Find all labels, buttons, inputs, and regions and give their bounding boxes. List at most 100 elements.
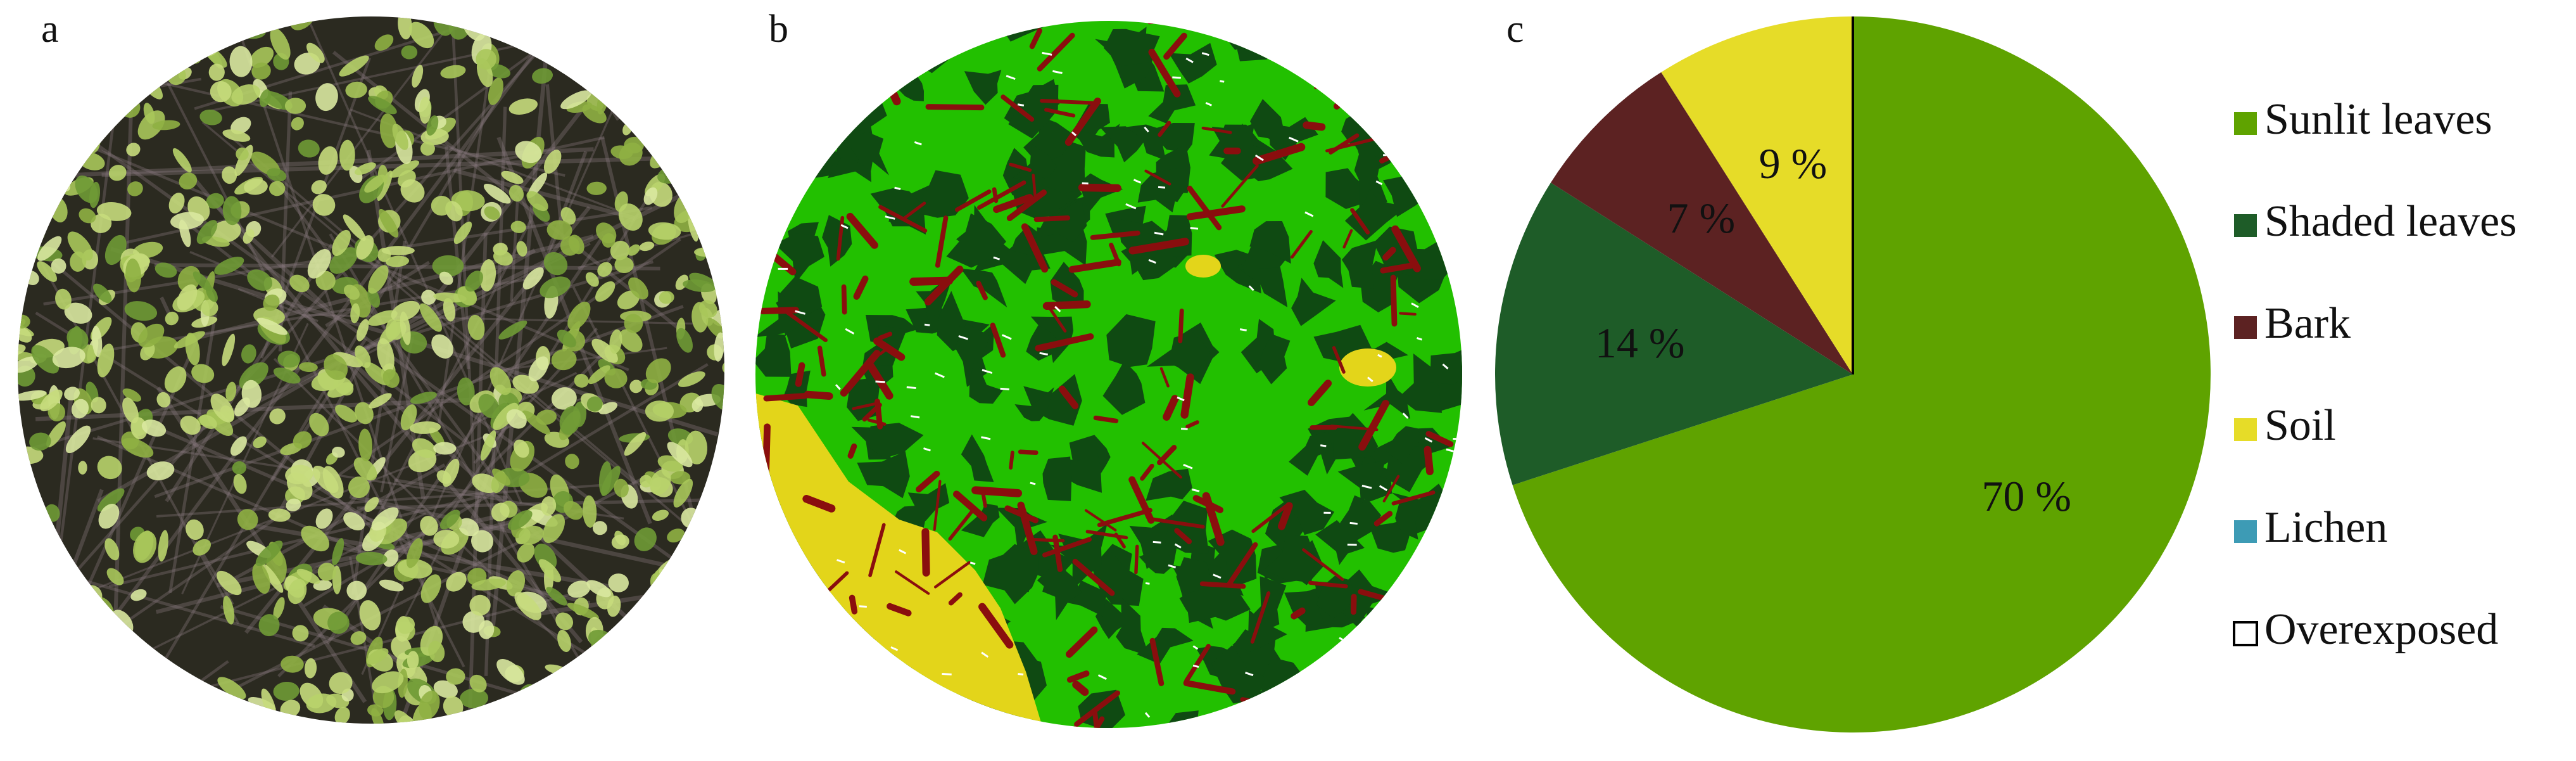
overexposed-region bbox=[1213, 573, 1222, 579]
leaf bbox=[649, 648, 667, 673]
leaf bbox=[666, 37, 681, 51]
leaf bbox=[306, 42, 325, 63]
leaf bbox=[629, 380, 643, 393]
shaded-region bbox=[1106, 314, 1156, 368]
leaf bbox=[446, 572, 467, 592]
leaf bbox=[576, 723, 590, 724]
leaf bbox=[634, 527, 657, 551]
leaf bbox=[223, 596, 235, 625]
leaf bbox=[193, 41, 218, 57]
leaf bbox=[355, 345, 371, 368]
overexposed-region bbox=[1192, 664, 1199, 668]
overexposed-region bbox=[1359, 689, 1368, 696]
leaf bbox=[710, 98, 724, 131]
bark-region bbox=[1250, 591, 1271, 644]
bark-region bbox=[1021, 223, 1049, 273]
leaf bbox=[37, 546, 53, 561]
bark-region bbox=[1325, 136, 1379, 153]
overexposed-region bbox=[923, 447, 931, 452]
leaf bbox=[332, 538, 344, 566]
overexposed-region bbox=[1017, 103, 1025, 106]
leaf bbox=[381, 246, 415, 255]
overexposed-region bbox=[857, 657, 864, 660]
overexposed-region bbox=[1039, 352, 1049, 356]
leaf bbox=[695, 667, 712, 684]
overexposed-region bbox=[1320, 444, 1327, 447]
leaf bbox=[603, 87, 635, 104]
leaf bbox=[697, 523, 724, 539]
leaf bbox=[67, 231, 93, 261]
branch bbox=[101, 156, 653, 177]
leaf bbox=[217, 677, 246, 700]
shaded-region bbox=[765, 592, 809, 632]
bark-region bbox=[799, 39, 814, 79]
leaf bbox=[718, 492, 724, 515]
leaf bbox=[359, 600, 381, 630]
bark-region bbox=[1314, 35, 1336, 89]
branch bbox=[96, 435, 412, 575]
leaf bbox=[605, 700, 618, 715]
leaf bbox=[366, 648, 389, 665]
bark-region bbox=[1149, 637, 1165, 686]
leaf bbox=[587, 49, 611, 67]
leaf bbox=[343, 285, 360, 300]
leaf bbox=[598, 461, 612, 496]
leaf bbox=[400, 179, 425, 203]
overexposed-region bbox=[1002, 334, 1012, 340]
leaf bbox=[249, 46, 274, 68]
leaf bbox=[685, 430, 708, 464]
leaf bbox=[609, 61, 629, 80]
leaf bbox=[541, 496, 557, 516]
leaf bbox=[343, 214, 366, 241]
leaf bbox=[581, 684, 605, 709]
bark-region bbox=[1373, 511, 1393, 527]
leaf bbox=[518, 525, 544, 545]
bark-region bbox=[804, 390, 833, 400]
leaf bbox=[56, 99, 92, 122]
shaded-region bbox=[1279, 490, 1335, 535]
shaded-region bbox=[961, 434, 994, 482]
bark-region bbox=[881, 72, 901, 106]
leaf bbox=[263, 294, 280, 311]
leaf bbox=[546, 587, 567, 606]
bark-region bbox=[1093, 415, 1119, 423]
leaf bbox=[609, 329, 622, 354]
value-label: 14 % bbox=[1595, 319, 1685, 367]
bark-region bbox=[1163, 395, 1179, 421]
leaf bbox=[683, 158, 706, 181]
leaf bbox=[199, 414, 217, 429]
leaf bbox=[277, 350, 301, 368]
overexposed-region bbox=[845, 668, 854, 674]
overexposed-region bbox=[1133, 179, 1142, 184]
pie-slice bbox=[1661, 16, 1853, 374]
leaf bbox=[229, 46, 253, 77]
leaf bbox=[18, 576, 34, 601]
bark-region bbox=[763, 393, 808, 402]
bark-region bbox=[1350, 208, 1370, 235]
leaf bbox=[130, 589, 147, 601]
leaf bbox=[211, 16, 238, 25]
bark-region bbox=[1186, 205, 1246, 221]
leaf bbox=[234, 397, 250, 417]
leaf bbox=[45, 101, 71, 114]
leaf bbox=[467, 314, 485, 340]
pie-slice bbox=[1512, 16, 2211, 732]
leaf bbox=[122, 397, 139, 424]
leaf bbox=[532, 68, 553, 84]
leaf bbox=[304, 658, 317, 679]
overexposed-region bbox=[845, 328, 855, 335]
leaf bbox=[367, 704, 384, 717]
leaf bbox=[186, 519, 204, 540]
leaf bbox=[379, 113, 398, 148]
leaf bbox=[723, 455, 739, 480]
bark-region bbox=[1411, 570, 1430, 585]
leaf bbox=[565, 454, 579, 470]
overexposed-region bbox=[1248, 285, 1254, 291]
overexposed-region bbox=[1442, 612, 1451, 617]
shaded-region bbox=[846, 131, 889, 176]
bark-region bbox=[759, 231, 768, 257]
leaf bbox=[356, 235, 374, 260]
leaf bbox=[629, 681, 659, 701]
leaf bbox=[23, 655, 42, 686]
leaf bbox=[659, 20, 674, 37]
